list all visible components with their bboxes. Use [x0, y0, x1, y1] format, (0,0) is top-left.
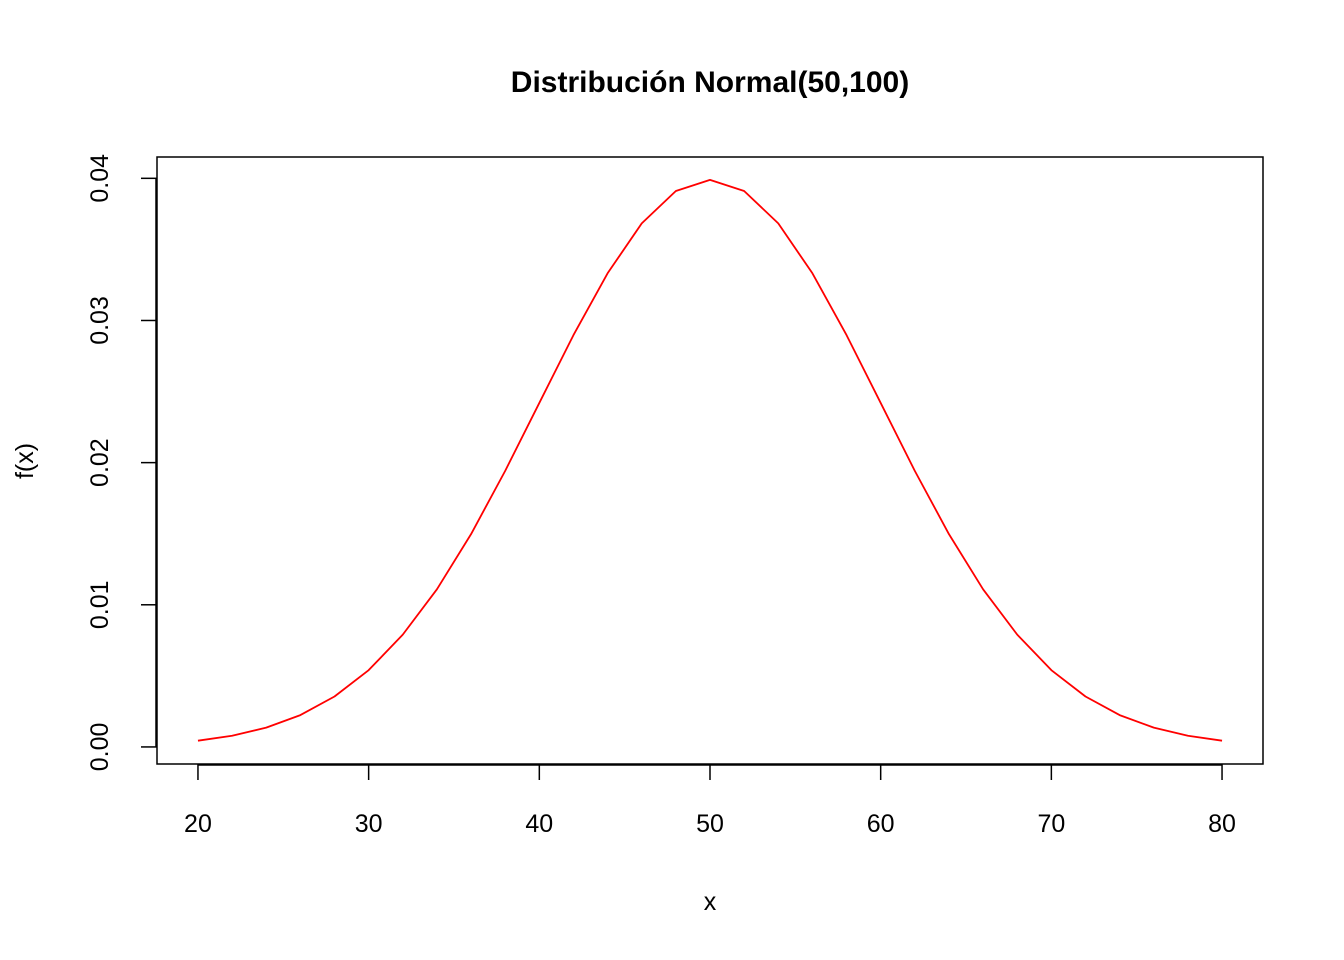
y-axis-label: f(x)	[11, 443, 39, 479]
x-tick-label: 50	[696, 810, 724, 838]
x-tick-label: 20	[184, 810, 212, 838]
y-tick-label: 0.00	[86, 723, 114, 772]
y-tick-label: 0.02	[86, 438, 114, 487]
plot-frame	[156, 156, 1264, 765]
x-tick-label: 60	[867, 810, 895, 838]
y-tick-label: 0.04	[86, 154, 114, 203]
y-tick-label: 0.01	[86, 580, 114, 629]
x-axis: 20 30 40 50 60 70 80	[184, 764, 1236, 838]
series-layer	[197, 178, 1223, 742]
x-axis-label: x	[704, 888, 717, 916]
x-tick-label: 70	[1037, 810, 1065, 838]
y-axis: 0.00 0.01 0.02 0.03 0.04	[86, 154, 157, 771]
x-tick-label: 80	[1208, 810, 1236, 838]
x-tick-label: 40	[525, 810, 553, 838]
y-tick-label: 0.03	[86, 296, 114, 345]
x-tick-label: 30	[355, 810, 383, 838]
chart-title: Distribución Normal(50,100)	[511, 66, 909, 99]
density-curve	[197, 178, 1223, 742]
